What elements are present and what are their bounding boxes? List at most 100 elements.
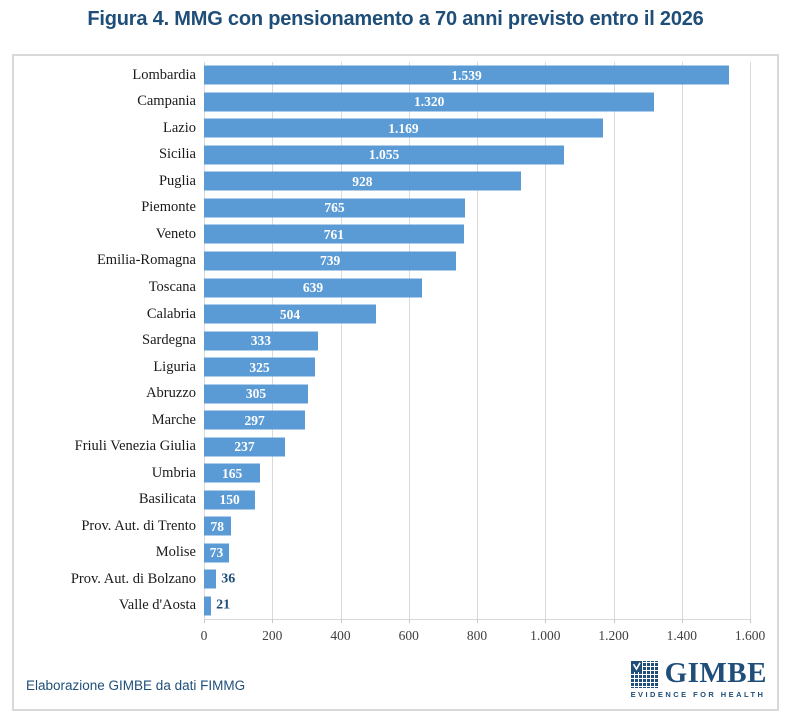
bar-row: 297 [204,407,750,434]
bar-rows: 1.539 1.320 1.169 1.055 928 765 761 739 639 504 33… [204,62,750,619]
category-label: Valle d'Aosta [118,597,196,614]
gridline [681,62,683,619]
x-axis-labels: 0 200 400 600 800 1.000 1.200 1.400 1.600 [200,628,766,646]
bar: 305 [204,384,309,404]
value-label: 165 [222,465,243,481]
bar: 73 [204,543,229,563]
bar-row: 1.539 [204,62,750,89]
figure-frame: Lombardia Campania Lazio Sicilia Puglia Piemo… [12,54,779,711]
bar: 765 [204,198,466,218]
axis-tick [340,619,342,623]
category-label: Lazio [162,119,196,136]
gridline [477,62,478,619]
category-label: Molise [155,544,196,561]
category-label: Friuli Venezia Giulia [74,438,196,455]
value-label: 765 [324,200,345,216]
category-label: Liguria [153,358,196,375]
bar-row: 333 [204,327,750,354]
category-label: Sicilia [158,146,196,163]
source-note: Elaborazione GIMBE da dati FIMMG [26,678,246,693]
category-label: Toscana [148,279,196,296]
category-label: Sardegna [142,332,196,349]
bar: 739 [204,251,457,271]
value-label: 639 [302,280,324,296]
bar: 639 [204,278,423,298]
gimbe-logo-text: GIMBE [664,657,767,689]
category-label: Calabria [146,305,196,322]
bar-row: 1.055 [204,142,750,169]
bar-row: 36 [204,566,750,593]
gridline [750,62,751,619]
value-label: 73 [209,545,224,561]
gimbe-logo: GIMBE EVIDENCE FOR HEALTH [630,657,767,699]
x-tick-label: 1.600 [734,628,766,643]
axis-tick [272,619,274,623]
gridline [340,62,342,619]
x-tick-label: 800 [466,628,488,643]
bar-row: 739 [204,248,750,275]
bar: 21 [204,596,230,616]
bar-row: 765 [204,195,750,222]
value-label: 504 [279,306,301,322]
x-tick-label: 600 [398,628,419,643]
category-label: Campania [137,93,196,110]
category-label: Piemonte [141,199,196,216]
gridline [613,62,615,619]
bar: 36 [204,569,235,589]
bar: 165 [204,463,261,483]
category-label: Basilicata [138,491,196,508]
x-tick-label: 0 [200,628,208,643]
value-label: 1.169 [388,120,419,136]
category-label: Prov. Aut. di Bolzano [70,570,196,587]
gimbe-tagline: EVIDENCE FOR HEALTH [630,690,766,699]
plot-area: 1.539 1.320 1.169 1.055 928 765 761 739 639 504 33… [204,62,751,623]
value-label: 1.320 [414,94,445,110]
value-label: 761 [323,226,344,242]
value-label: 333 [250,333,271,349]
bar-row: 761 [204,221,750,248]
bar-row: 325 [204,354,750,381]
x-tick-label: 200 [262,628,283,643]
category-label: Puglia [158,172,196,189]
bar-row: 504 [204,301,750,328]
gridline [408,62,410,619]
bar: 325 [204,357,315,377]
bar-row: 21 [204,593,750,620]
category-label: Prov. Aut. di Trento [81,517,196,534]
category-label: Veneto [155,225,196,242]
value-label: 237 [234,439,255,455]
value-label: 78 [210,518,225,534]
page-title: Figura 4. MMG con pensionamento a 70 ann… [87,8,704,30]
bar: 78 [204,516,231,536]
axis-tick [750,619,751,623]
axis-tick [545,619,547,623]
bar-row: 1.169 [204,115,750,142]
value-label: 297 [244,412,265,428]
x-tick-label: 400 [330,628,351,643]
bar: 1.539 [204,65,730,85]
axis-tick [613,619,615,623]
x-tick-label: 1.000 [530,628,561,643]
category-axis: Lombardia Campania Lazio Sicilia Puglia Piemo… [14,62,204,619]
category-label: Lombardia [132,66,196,83]
category-label: Emilia-Romagna [96,252,196,269]
bar-row: 165 [204,460,750,487]
bar: 928 [204,171,521,191]
category-label: Umbria [151,464,196,481]
bar-row: 928 [204,168,750,195]
bar-row: 237 [204,433,750,460]
x-tick-label: 1.200 [598,628,629,643]
value-label: 1.055 [368,147,400,163]
value-label: 36 [221,571,236,587]
axis-tick [204,619,205,623]
axis-tick [477,619,478,623]
bar-row: 78 [204,513,750,540]
value-label: 928 [352,173,373,189]
bar: 1.055 [204,145,565,165]
category-label: Marche [151,411,196,428]
bar: 297 [204,410,306,430]
value-label: 21 [216,597,231,613]
gimbe-grid-icon [630,661,658,688]
gridline [545,62,547,619]
axis-tick [681,619,683,623]
